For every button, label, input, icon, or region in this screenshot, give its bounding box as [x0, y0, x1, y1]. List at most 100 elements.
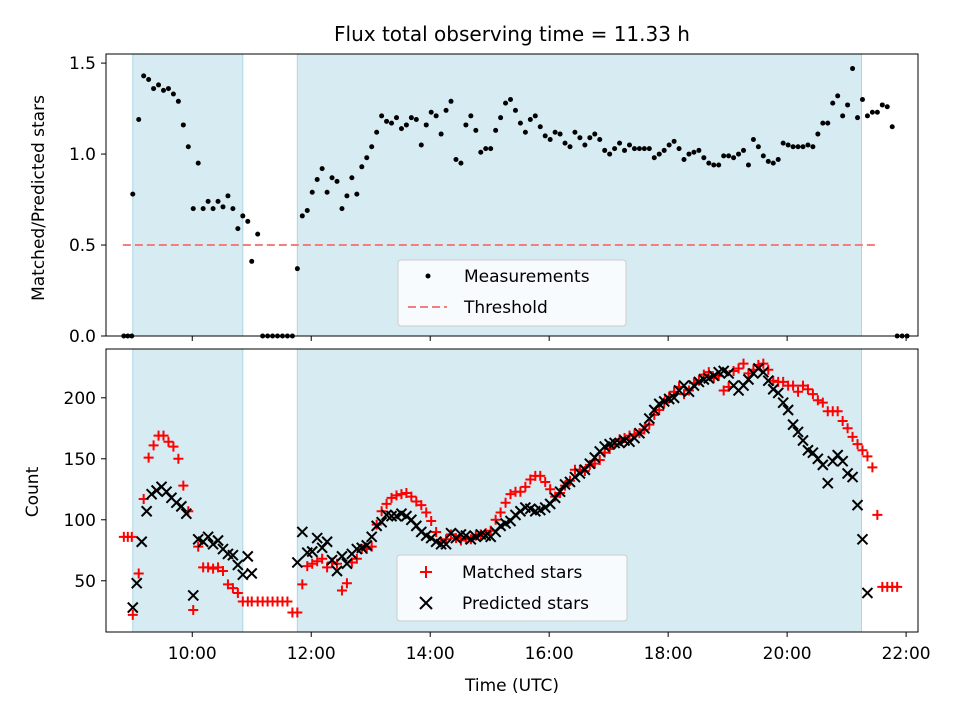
data-point-measurement [245, 218, 251, 224]
data-point-matched [297, 579, 308, 590]
data-point-predicted [180, 507, 193, 520]
data-point-measurement [185, 144, 191, 150]
y-tick-label: 50 [74, 572, 96, 592]
data-point-predicted [291, 556, 304, 569]
data-point-measurement [230, 206, 236, 212]
data-point-measurement [780, 140, 786, 146]
data-point-measurement [210, 206, 216, 212]
data-point-predicted [757, 366, 770, 378]
data-point-measurement [369, 144, 375, 150]
data-point-matched [842, 423, 853, 434]
data-point-measurement [165, 86, 171, 92]
data-point-measurement [884, 104, 890, 110]
data-point-matched [540, 476, 551, 487]
y-tick-label: 0.5 [69, 236, 96, 256]
data-point-predicted [787, 418, 799, 431]
data-point-measurement [349, 175, 355, 181]
data-point-measurement [508, 96, 514, 102]
y-tick-label: 1.5 [69, 54, 96, 74]
x-axis-label: Time (UTC) [464, 676, 559, 696]
data-point-matched [406, 491, 417, 502]
x-tick-label: 20:00 [763, 644, 812, 664]
x-tick-label: 10:00 [168, 644, 217, 664]
data-point-predicted [782, 404, 794, 416]
data-point-matched [143, 452, 154, 463]
x-tick-label: 16:00 [525, 644, 574, 664]
data-point-measurement [731, 155, 737, 161]
data-point-predicted [817, 459, 829, 471]
data-point-measurement [636, 146, 642, 152]
data-point-matched [188, 605, 199, 616]
data-point-measurement [622, 147, 628, 153]
data-point-predicted [777, 396, 789, 409]
data-point-predicted [792, 426, 804, 438]
x-tick-label: 18:00 [644, 644, 693, 664]
ratio-panel: 0.0 0.5 1.0 1.5 [69, 53, 919, 347]
data-point-predicted [246, 567, 258, 580]
y-tick-label: 200 [64, 389, 96, 409]
data-point-matched [431, 526, 442, 537]
data-point-predicted [856, 533, 869, 546]
data-point-matched [867, 462, 878, 473]
legend-label-measurements: Measurements [464, 267, 590, 287]
data-point-predicted [836, 455, 849, 467]
data-point-measurement [562, 140, 568, 146]
data-point-measurement [607, 151, 613, 157]
data-point-predicted [187, 589, 199, 602]
data-point-matched [282, 596, 293, 607]
data-point-matched [733, 363, 744, 374]
data-point-measurement [498, 115, 504, 121]
legend-label-predicted: Predicted stars [462, 594, 589, 614]
data-point-measurement [691, 149, 697, 155]
data-point-predicted [435, 538, 447, 550]
data-point-measurement [344, 193, 350, 199]
data-point-measurement [195, 160, 201, 166]
data-point-predicted [232, 559, 244, 571]
data-point-measurement [458, 160, 464, 166]
data-point-measurement [398, 126, 404, 132]
y-tick-label: 100 [64, 511, 96, 531]
data-point-matched [391, 490, 402, 501]
data-point-predicted [366, 531, 378, 543]
data-point-matched [168, 441, 179, 452]
data-point-measurement [517, 120, 523, 126]
data-point-predicted [375, 516, 388, 528]
data-point-measurement [503, 100, 509, 106]
legend-marker-predicted [419, 596, 433, 610]
data-point-measurement [215, 198, 221, 204]
data-point-predicted [361, 539, 373, 552]
data-point-measurement [815, 131, 821, 137]
data-point-measurement [433, 113, 439, 119]
data-point-measurement [408, 115, 414, 121]
data-point-measurement [745, 162, 751, 168]
data-point-matched [793, 386, 804, 397]
data-point-measurement [661, 147, 667, 153]
data-point-measurement [582, 142, 588, 148]
data-point-measurement [711, 162, 717, 168]
data-point-measurement [294, 266, 300, 272]
data-point-predicted [175, 500, 188, 513]
data-point-measurement [755, 144, 761, 150]
legend-marker-matched [420, 566, 432, 578]
data-point-predicted [135, 536, 148, 548]
data-point-matched [178, 480, 189, 491]
data-point-measurement [656, 151, 662, 157]
data-point-predicted [311, 532, 323, 544]
data-point-measurement [800, 144, 806, 150]
data-point-predicted [638, 422, 651, 434]
data-point-matched [208, 563, 219, 574]
data-point-measurement [324, 189, 330, 195]
data-point-measurement [235, 226, 241, 232]
data-point-measurement [359, 164, 365, 170]
chart-title: Flux total observing time = 11.33 h [334, 22, 690, 46]
data-point-matched [133, 568, 144, 579]
data-point-matched [381, 498, 392, 509]
data-point-predicted [242, 550, 254, 563]
data-point-measurement [785, 142, 791, 148]
data-point-measurement [701, 155, 707, 161]
data-point-measurement [716, 162, 722, 168]
data-point-measurement [617, 140, 623, 146]
data-point-measurement [468, 113, 474, 119]
data-point-matched [148, 440, 159, 451]
data-point-predicted [440, 538, 452, 550]
